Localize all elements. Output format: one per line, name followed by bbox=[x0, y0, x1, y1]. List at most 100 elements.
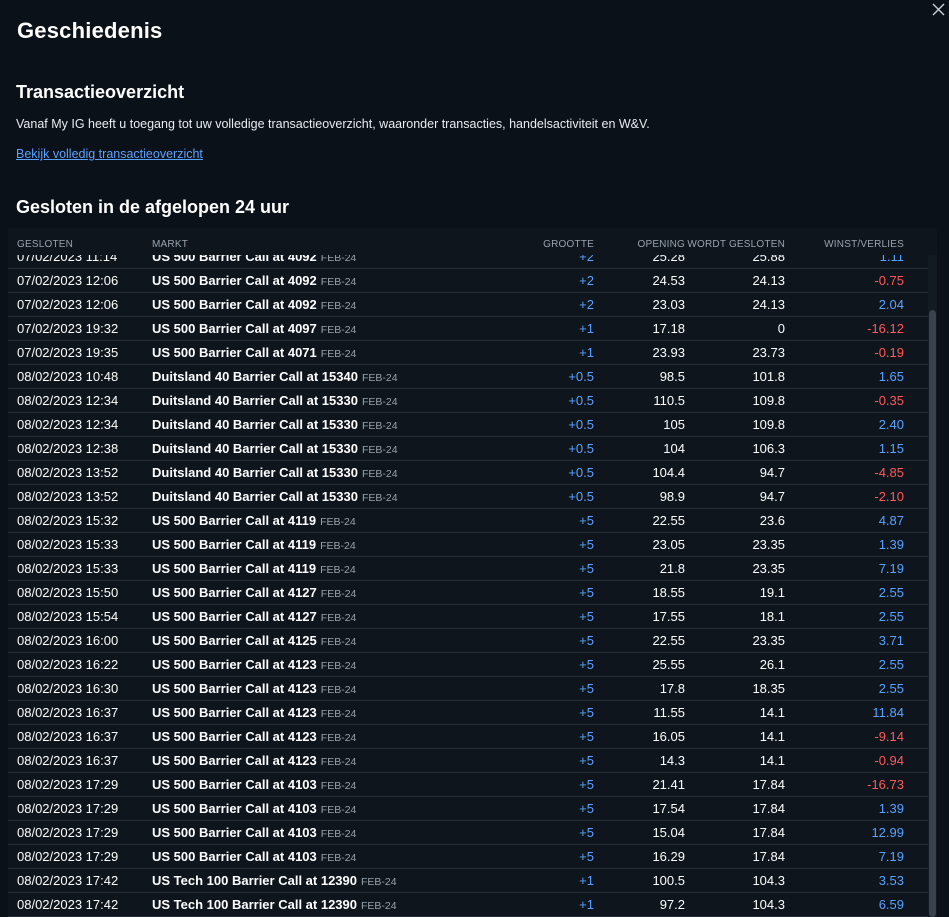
market-name[interactable]: US 500 Barrier Call at 4103 FEB-24 bbox=[152, 777, 356, 792]
table-row[interactable]: 08/02/2023 16:22 US 500 Barrier Call at 4… bbox=[8, 653, 928, 677]
market-label[interactable]: US 500 Barrier Call at 4103 bbox=[152, 777, 317, 792]
market-label[interactable]: US 500 Barrier Call at 4127 bbox=[152, 585, 317, 600]
market-name[interactable]: US 500 Barrier Call at 4123 FEB-24 bbox=[152, 681, 356, 696]
market-label[interactable]: US 500 Barrier Call at 4119 bbox=[152, 513, 317, 528]
market-label[interactable]: US 500 Barrier Call at 4103 bbox=[152, 825, 317, 840]
market-label[interactable]: US 500 Barrier Call at 4092 bbox=[152, 273, 317, 288]
table-row[interactable]: 08/02/2023 16:37 US 500 Barrier Call at 4… bbox=[8, 725, 928, 749]
market-name[interactable]: US 500 Barrier Call at 4119 FEB-24 bbox=[152, 513, 356, 528]
table-row[interactable]: 08/02/2023 17:29 US 500 Barrier Call at 4… bbox=[8, 773, 928, 797]
closing-price: 106.3 bbox=[752, 441, 785, 456]
table-row[interactable]: 08/02/2023 16:37 US 500 Barrier Call at 4… bbox=[8, 749, 928, 773]
table-row[interactable]: 08/02/2023 16:00 US 500 Barrier Call at 4… bbox=[8, 629, 928, 653]
table-row[interactable]: 08/02/2023 17:29 US 500 Barrier Call at 4… bbox=[8, 821, 928, 845]
table-row[interactable]: 07/02/2023 19:32 US 500 Barrier Call at 4… bbox=[8, 317, 928, 341]
table-row[interactable]: 08/02/2023 17:42 US Tech 100 Barrier Call… bbox=[8, 893, 928, 917]
market-name[interactable]: Duitsland 40 Barrier Call at 15330 FEB-24 bbox=[152, 465, 398, 480]
market-name[interactable]: US 500 Barrier Call at 4127 FEB-24 bbox=[152, 585, 356, 600]
market-label[interactable]: Duitsland 40 Barrier Call at 15330 bbox=[152, 489, 358, 504]
closing-price: 17.84 bbox=[752, 849, 785, 864]
table-row[interactable]: 08/02/2023 15:32 US 500 Barrier Call at 4… bbox=[8, 509, 928, 533]
market-name[interactable]: Duitsland 40 Barrier Call at 15330 FEB-24 bbox=[152, 489, 398, 504]
market-label[interactable]: Duitsland 40 Barrier Call at 15340 bbox=[152, 369, 358, 384]
table-row[interactable]: 08/02/2023 13:52 Duitsland 40 Barrier Cal… bbox=[8, 461, 928, 485]
market-label[interactable]: US 500 Barrier Call at 4103 bbox=[152, 849, 317, 864]
market-label[interactable]: Duitsland 40 Barrier Call at 15330 bbox=[152, 441, 358, 456]
table-row[interactable]: 08/02/2023 16:30 US 500 Barrier Call at 4… bbox=[8, 677, 928, 701]
market-label[interactable]: US 500 Barrier Call at 4119 bbox=[152, 561, 317, 576]
market-label[interactable]: US 500 Barrier Call at 4103 bbox=[152, 801, 317, 816]
table-row[interactable]: 08/02/2023 15:33 US 500 Barrier Call at 4… bbox=[8, 557, 928, 581]
table-scrollbar[interactable] bbox=[928, 255, 937, 917]
market-label[interactable]: US 500 Barrier Call at 4071 bbox=[152, 345, 317, 360]
table-row[interactable]: 08/02/2023 17:29 US 500 Barrier Call at 4… bbox=[8, 845, 928, 869]
trade-size: +1 bbox=[579, 897, 594, 912]
table-row[interactable]: 08/02/2023 15:33 US 500 Barrier Call at 4… bbox=[8, 533, 928, 557]
market-expiry: FEB-24 bbox=[320, 804, 357, 816]
closing-price: 18.1 bbox=[759, 609, 785, 624]
market-label[interactable]: US 500 Barrier Call at 4123 bbox=[152, 657, 317, 672]
table-row[interactable]: 08/02/2023 16:37 US 500 Barrier Call at 4… bbox=[8, 701, 928, 725]
column-header-closed[interactable]: GESLOTEN bbox=[17, 239, 74, 250]
market-label[interactable]: US 500 Barrier Call at 4123 bbox=[152, 729, 317, 744]
table-row[interactable]: 08/02/2023 12:34 Duitsland 40 Barrier Cal… bbox=[8, 413, 928, 437]
table-row[interactable]: 07/02/2023 19:35 US 500 Barrier Call at 4… bbox=[8, 341, 928, 365]
market-label[interactable]: Duitsland 40 Barrier Call at 15330 bbox=[152, 465, 358, 480]
market-name[interactable]: US 500 Barrier Call at 4092 FEB-24 bbox=[152, 297, 356, 312]
market-name[interactable]: Duitsland 40 Barrier Call at 15330 FEB-24 bbox=[152, 417, 398, 432]
market-name[interactable]: US 500 Barrier Call at 4103 FEB-24 bbox=[152, 849, 356, 864]
scrollbar-thumb[interactable] bbox=[929, 310, 936, 917]
column-header-closing[interactable]: WORDT GESLOTEN bbox=[687, 239, 785, 250]
market-label[interactable]: US Tech 100 Barrier Call at 12390 bbox=[152, 873, 357, 888]
market-name[interactable]: US 500 Barrier Call at 4071 FEB-24 bbox=[152, 345, 356, 360]
market-name[interactable]: US 500 Barrier Call at 4123 FEB-24 bbox=[152, 657, 356, 672]
market-label[interactable]: US Tech 100 Barrier Call at 12390 bbox=[152, 897, 357, 912]
market-name[interactable]: US 500 Barrier Call at 4123 FEB-24 bbox=[152, 729, 356, 744]
table-row[interactable]: 07/02/2023 12:06 US 500 Barrier Call at 4… bbox=[8, 293, 928, 317]
market-label[interactable]: Duitsland 40 Barrier Call at 15330 bbox=[152, 393, 358, 408]
market-name[interactable]: US 500 Barrier Call at 4123 FEB-24 bbox=[152, 753, 356, 768]
column-header-size[interactable]: GROOTTE bbox=[543, 239, 594, 250]
market-name[interactable]: US Tech 100 Barrier Call at 12390 FEB-24 bbox=[152, 897, 397, 912]
market-label[interactable]: US 500 Barrier Call at 4127 bbox=[152, 609, 317, 624]
table-row[interactable]: 08/02/2023 12:34 Duitsland 40 Barrier Cal… bbox=[8, 389, 928, 413]
market-name[interactable]: US 500 Barrier Call at 4103 FEB-24 bbox=[152, 825, 356, 840]
table-row[interactable]: 08/02/2023 17:29 US 500 Barrier Call at 4… bbox=[8, 797, 928, 821]
table-row[interactable]: 08/02/2023 12:38 Duitsland 40 Barrier Cal… bbox=[8, 437, 928, 461]
market-label[interactable]: US 500 Barrier Call at 4092 bbox=[152, 297, 317, 312]
close-button[interactable] bbox=[927, 0, 949, 18]
column-header-opening[interactable]: OPENING bbox=[637, 239, 685, 250]
market-name[interactable]: US 500 Barrier Call at 4119 FEB-24 bbox=[152, 561, 356, 576]
market-name[interactable]: US 500 Barrier Call at 4125 FEB-24 bbox=[152, 633, 356, 648]
market-label[interactable]: US 500 Barrier Call at 4125 bbox=[152, 633, 317, 648]
column-header-market[interactable]: MARKT bbox=[152, 239, 188, 250]
market-name[interactable]: Duitsland 40 Barrier Call at 15340 FEB-24 bbox=[152, 369, 398, 384]
profit-loss: 2.40 bbox=[878, 417, 904, 432]
market-label[interactable]: US 500 Barrier Call at 4097 bbox=[152, 321, 317, 336]
market-name[interactable]: US 500 Barrier Call at 4119 FEB-24 bbox=[152, 537, 356, 552]
full-overview-link[interactable]: Bekijk volledig transactieoverzicht bbox=[16, 147, 203, 161]
market-name[interactable]: US 500 Barrier Call at 4092 FEB-24 bbox=[152, 273, 356, 288]
market-name[interactable]: US 500 Barrier Call at 4097 FEB-24 bbox=[152, 321, 356, 336]
market-label[interactable]: US 500 Barrier Call at 4119 bbox=[152, 537, 317, 552]
profit-loss: 1.15 bbox=[878, 441, 904, 456]
profit-loss: 12.99 bbox=[871, 825, 904, 840]
table-row[interactable]: 08/02/2023 15:50 US 500 Barrier Call at 4… bbox=[8, 581, 928, 605]
market-name[interactable]: Duitsland 40 Barrier Call at 15330 FEB-24 bbox=[152, 393, 398, 408]
market-name[interactable]: US Tech 100 Barrier Call at 12390 FEB-24 bbox=[152, 873, 397, 888]
market-label[interactable]: US 500 Barrier Call at 4123 bbox=[152, 753, 317, 768]
table-row[interactable]: 08/02/2023 10:48 Duitsland 40 Barrier Cal… bbox=[8, 365, 928, 389]
closed-date: 07/02/2023 19:35 bbox=[17, 345, 119, 360]
market-name[interactable]: Duitsland 40 Barrier Call at 15330 FEB-24 bbox=[152, 441, 398, 456]
market-name[interactable]: US 500 Barrier Call at 4103 FEB-24 bbox=[152, 801, 356, 816]
market-name[interactable]: US 500 Barrier Call at 4123 FEB-24 bbox=[152, 705, 356, 720]
table-row[interactable]: 08/02/2023 15:54 US 500 Barrier Call at 4… bbox=[8, 605, 928, 629]
market-label[interactable]: US 500 Barrier Call at 4123 bbox=[152, 681, 317, 696]
market-name[interactable]: US 500 Barrier Call at 4127 FEB-24 bbox=[152, 609, 356, 624]
table-row[interactable]: 08/02/2023 17:42 US Tech 100 Barrier Call… bbox=[8, 869, 928, 893]
market-label[interactable]: US 500 Barrier Call at 4123 bbox=[152, 705, 317, 720]
table-row[interactable]: 07/02/2023 12:06 US 500 Barrier Call at 4… bbox=[8, 269, 928, 293]
market-label[interactable]: Duitsland 40 Barrier Call at 15330 bbox=[152, 417, 358, 432]
column-header-pl[interactable]: WINST/VERLIES bbox=[824, 239, 904, 250]
table-row[interactable]: 08/02/2023 13:52 Duitsland 40 Barrier Cal… bbox=[8, 485, 928, 509]
